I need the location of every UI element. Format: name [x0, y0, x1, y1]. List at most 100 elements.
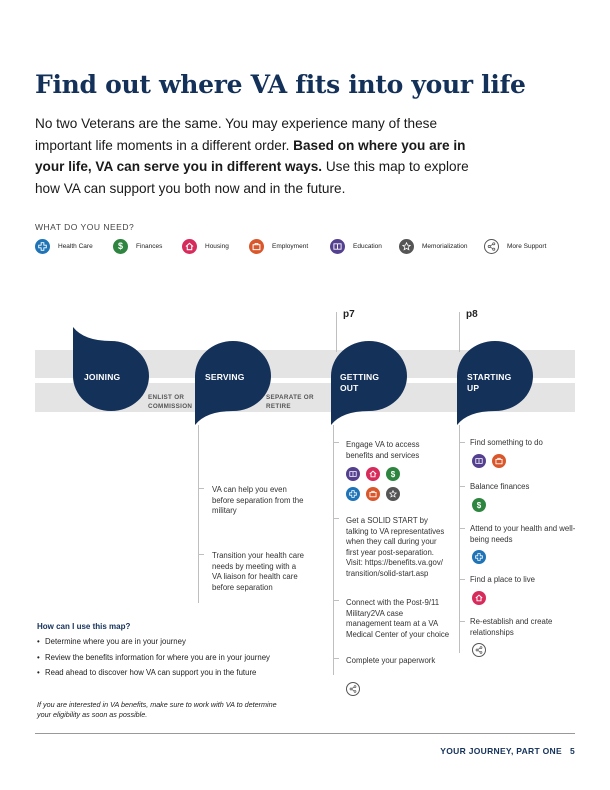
howto-list: Determine where you are in your journey …	[37, 637, 327, 684]
page-title: Find out where VA fits into your life	[35, 70, 526, 99]
more-support-icon	[346, 682, 360, 696]
getting-out-tick	[333, 658, 339, 659]
starting-up-icons-1	[472, 454, 506, 468]
eligibility-note: If you are interested in VA benefits, ma…	[37, 700, 277, 719]
health-care-icon	[35, 238, 50, 254]
page-footer: YOUR JOURNEY, PART ONE 5	[440, 746, 575, 756]
housing-icon	[472, 591, 486, 605]
employment-icon	[249, 238, 264, 254]
serving-tick	[198, 554, 204, 555]
finances-icon: $	[113, 238, 128, 254]
intro-text-2: Use this map to explore how VA can suppo…	[35, 159, 469, 196]
finances-icon: $	[386, 467, 400, 481]
memorialization-icon	[386, 487, 400, 501]
health-care-icon	[346, 487, 360, 501]
stage-starting-up: STARTING UP	[467, 372, 511, 394]
starting-up-item: Balance finances	[470, 482, 530, 491]
more-support-icon	[472, 643, 486, 657]
needs-legend: Health Care $ Finances Housing Employmen…	[35, 238, 595, 256]
transition-enlist: ENLIST OR COMMISSION	[148, 393, 192, 411]
legend-housing: Housing	[182, 238, 229, 254]
legend-education: Education	[330, 238, 382, 254]
stage-getting-out: GETTING OUT	[340, 372, 379, 394]
getting-out-icons-row2	[346, 487, 400, 501]
getting-out-icons-row1: $	[346, 467, 400, 481]
starting-up-tick	[459, 579, 465, 580]
legend-label: Memorialization	[422, 242, 468, 250]
stage-getting-out-line1: GETTING	[340, 372, 380, 382]
howto-item: Read ahead to discover how VA can suppor…	[37, 668, 327, 678]
serving-tick	[198, 488, 204, 489]
transition-separate-line1: SEPARATE OR	[266, 394, 314, 401]
starting-up-item: Find something to do	[470, 438, 543, 447]
intro-text-bold: Based on where you are in your life, VA …	[35, 137, 466, 175]
stage-joining: JOINING	[84, 372, 121, 382]
starting-up-item: Find a place to live	[470, 575, 536, 584]
legend-employment: Employment	[249, 238, 308, 254]
intro-text-1: No two Veterans are the same. You may ex…	[35, 116, 438, 153]
transition-separate: SEPARATE OR RETIRE	[266, 393, 314, 411]
starting-up-tick	[459, 528, 465, 529]
starting-up-tick	[459, 486, 465, 487]
serving-item: Transition your health care needs by mee…	[212, 551, 305, 592]
getting-out-item: Complete your paperwork	[346, 656, 436, 665]
starting-up-tick	[459, 442, 465, 443]
housing-icon	[182, 238, 197, 254]
stage-serving: SERVING	[205, 372, 245, 382]
legend-memorialization: Memorialization	[399, 238, 468, 254]
starting-up-item: Re-establish and create relationships	[470, 617, 553, 637]
serving-item: VA can help you even before separation f…	[212, 485, 304, 516]
getting-out-tick	[333, 518, 339, 519]
getting-out-line	[333, 425, 334, 675]
needs-label: WHAT DO YOU NEED?	[35, 222, 135, 232]
getting-out-item: Engage VA to access benefits and service…	[346, 440, 420, 460]
legend-label: Education	[353, 242, 382, 250]
howto-item: Review the benefits information for wher…	[37, 653, 327, 663]
serving-line	[198, 425, 199, 603]
getting-out-tick	[333, 600, 339, 601]
legend-label: Finances	[136, 242, 163, 250]
page-number: 5	[569, 746, 575, 756]
howto-heading: How can I use this map?	[37, 622, 131, 631]
starting-up-shape	[457, 341, 533, 425]
health-care-icon	[472, 550, 486, 564]
finances-icon: $	[472, 498, 486, 512]
education-icon	[346, 467, 360, 481]
transition-separate-line2: RETIRE	[266, 403, 291, 410]
legend-more-support: More Support	[484, 238, 546, 254]
legend-health-care: Health Care	[35, 238, 93, 254]
page-ref-p8: p8	[466, 309, 478, 320]
serving-shape	[195, 341, 271, 425]
transition-enlist-line2: COMMISSION	[148, 403, 193, 410]
p8-marker-line	[459, 312, 460, 352]
footer-divider	[35, 733, 575, 734]
legend-label: Health Care	[58, 242, 93, 250]
stage-starting-up-line2: UP	[467, 383, 480, 393]
stage-starting-up-line1: STARTING	[467, 372, 512, 382]
getting-out-item: Get a SOLID START by talking to VA repre…	[346, 516, 445, 578]
getting-out-item: Connect with the Post-9/11 Military2VA c…	[346, 598, 450, 639]
howto-item: Determine where you are in your journey	[37, 637, 327, 647]
employment-icon	[492, 454, 506, 468]
footer-section: YOUR JOURNEY, PART ONE	[440, 746, 562, 756]
employment-icon	[366, 487, 380, 501]
more-support-icon	[484, 238, 499, 254]
getting-out-tick	[333, 442, 339, 443]
legend-finances: $ Finances	[113, 238, 162, 254]
starting-up-item: Attend to your health and well-being nee…	[470, 524, 576, 544]
stage-getting-out-line2: OUT	[340, 383, 359, 393]
starting-up-tick	[459, 621, 465, 622]
transition-enlist-line1: ENLIST OR	[148, 394, 185, 401]
joining-shape	[73, 327, 149, 411]
starting-up-line	[459, 425, 460, 653]
housing-icon	[366, 467, 380, 481]
p7-marker-line	[336, 312, 337, 352]
education-icon	[330, 238, 345, 254]
legend-label: Housing	[205, 242, 229, 250]
legend-label: More Support	[507, 242, 547, 250]
page-ref-p7: p7	[343, 309, 355, 320]
legend-label: Employment	[272, 242, 309, 250]
intro-paragraph: No two Veterans are the same. You may ex…	[35, 113, 475, 199]
getting-out-shape	[331, 341, 407, 425]
